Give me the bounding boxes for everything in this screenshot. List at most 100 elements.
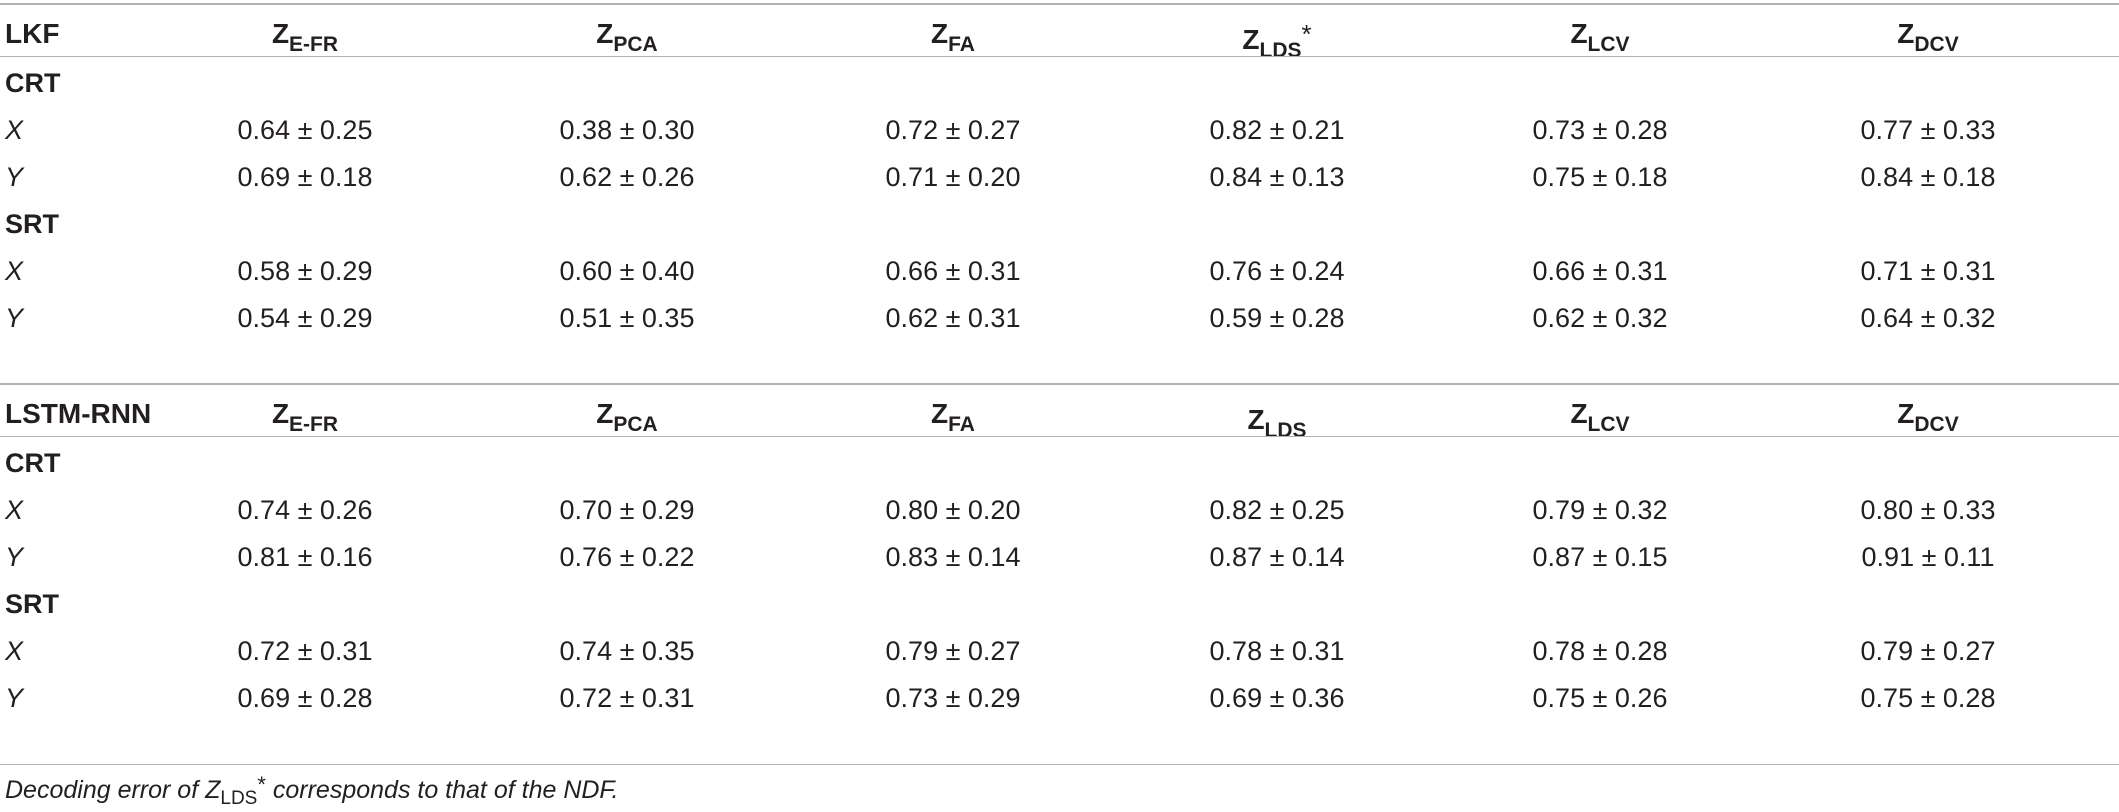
table-cell: 0.72 ± 0.27 [885,115,1021,145]
column-header-sub: LDS [1259,39,1302,62]
table-cell: 0.73 ± 0.28 [1532,115,1668,145]
column-header: ZLCV [1570,17,1629,55]
footnote-prefix: Decoding error of [5,776,206,804]
footnote-suffix: corresponds to that of the NDF. [265,776,619,804]
table-cell: 0.62 ± 0.26 [559,162,695,192]
table-cell: 0.58 ± 0.29 [237,256,373,286]
column-header-var: Z [1897,398,1915,429]
table-cell: 0.76 ± 0.22 [559,542,695,572]
column-header: ZLDS* [1242,17,1312,61]
table-cell: 0.82 ± 0.25 [1209,495,1345,525]
model-header: LKF [5,18,60,49]
table-cell: 0.77 ± 0.33 [1860,115,1996,145]
column-header-sub: E-FR [289,33,339,56]
column-header-var: Z [1242,24,1260,55]
table-cell: 0.78 ± 0.31 [1209,636,1345,666]
table-cell: 0.84 ± 0.18 [1860,162,1996,192]
row-label: X [5,495,24,525]
table-cell: 0.59 ± 0.28 [1209,303,1345,333]
column-header-var: Z [931,398,949,429]
table-cell: 0.74 ± 0.26 [237,495,373,525]
table-cell: 0.83 ± 0.14 [885,542,1021,572]
column-header: ZLCV [1570,397,1629,435]
section-label: CRT [5,68,61,98]
column-header-var: Z [596,398,614,429]
column-header-var: Z [596,18,614,49]
row-label: Y [5,162,24,192]
row-label: X [5,636,24,666]
row-label: Y [5,683,24,713]
table-cell: 0.80 ± 0.20 [885,495,1021,525]
table-cell: 0.75 ± 0.18 [1532,162,1668,192]
column-header-sub: LCV [1587,413,1630,436]
table-cell: 0.69 ± 0.18 [237,162,373,192]
table-cell: 0.60 ± 0.40 [559,256,695,286]
column-header-sub: FA [948,413,975,436]
table-cell: 0.91 ± 0.11 [1861,542,1995,572]
table-footnote: Decoding error of ZLDS* corresponds to t… [5,768,619,809]
block-top-divider [0,383,2119,385]
table-cell: 0.38 ± 0.30 [559,115,695,145]
column-header: ZPCA [596,17,657,55]
header-divider [0,56,2119,57]
column-header: ZFA [931,397,975,435]
block-top-divider [0,3,2119,5]
table-cell: 0.71 ± 0.31 [1860,256,1996,286]
column-header-sub: DCV [1914,33,1959,56]
table-cell: 0.80 ± 0.33 [1860,495,1996,525]
section-label: SRT [5,209,59,239]
column-header-var: Z [931,18,949,49]
column-header: ZDCV [1897,17,1958,55]
column-header: ZE-FR [271,17,338,55]
table-cell: 0.71 ± 0.20 [885,162,1021,192]
footnote-mark: * [257,772,266,797]
table-cell: 0.74 ± 0.35 [559,636,695,666]
column-header: ZDCV [1897,397,1958,435]
column-header-sub: LCV [1587,33,1630,56]
table-cell: 0.66 ± 0.31 [1532,256,1668,286]
table-cell: 0.87 ± 0.14 [1209,542,1345,572]
row-label: Y [5,303,24,333]
section-label: CRT [5,448,61,478]
footnote-sub: LDS [220,788,258,809]
column-header-var: Z [271,18,290,49]
table-cell: 0.64 ± 0.32 [1860,303,1996,333]
column-header-sub: DCV [1914,413,1959,436]
column-header: ZPCA [596,397,657,435]
table-cell: 0.54 ± 0.29 [237,303,373,333]
table-cell: 0.64 ± 0.25 [237,115,373,145]
section-label: SRT [5,589,59,619]
column-header-sub: PCA [613,413,658,436]
table-cell: 0.73 ± 0.29 [885,683,1021,713]
column-header-var: Z [271,398,290,429]
table-cell: 0.69 ± 0.28 [237,683,373,713]
column-header-var: Z [1570,398,1588,429]
table-cell: 0.82 ± 0.21 [1209,115,1345,145]
row-label: X [5,256,24,286]
table-cell: 0.72 ± 0.31 [559,683,695,713]
table-cell: 0.78 ± 0.28 [1532,636,1668,666]
column-header-sub: FA [948,33,975,56]
header-divider [0,436,2119,437]
table-cell: 0.72 ± 0.31 [237,636,373,666]
table-cell: 0.62 ± 0.32 [1532,303,1668,333]
column-header-sub: LDS [1264,419,1307,442]
table-cell: 0.79 ± 0.32 [1532,495,1668,525]
table-cell: 0.87 ± 0.15 [1532,542,1668,572]
row-label: Y [5,542,24,572]
row-label: X [5,115,24,145]
column-header-var: Z [1897,18,1915,49]
column-header: ZLDS [1247,397,1306,441]
table-cell: 0.79 ± 0.27 [1860,636,1996,666]
footer-divider [0,764,2119,765]
footnote-var: Z [205,776,221,804]
table-cell: 0.81 ± 0.16 [237,542,373,572]
table-cell: 0.79 ± 0.27 [885,636,1021,666]
table-cell: 0.84 ± 0.13 [1209,162,1345,192]
lds-asterisk: * [1301,19,1312,49]
column-header-var: Z [1247,404,1265,435]
column-header-var: Z [1570,18,1588,49]
table-cell: 0.51 ± 0.35 [559,303,695,333]
table-cell: 0.69 ± 0.36 [1209,683,1345,713]
table-cell: 0.76 ± 0.24 [1209,256,1345,286]
